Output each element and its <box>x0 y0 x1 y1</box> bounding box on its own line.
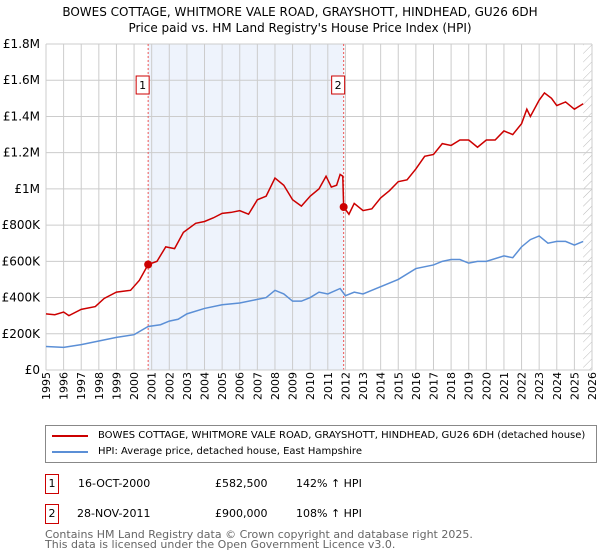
legend-red-swatch <box>52 434 88 437</box>
chart-title: BOWES COTTAGE, WHITMORE VALE ROAD, GRAYS… <box>62 5 538 19</box>
footer-line2: This data is licensed under the Open Gov… <box>45 538 396 551</box>
y-tick-label: £400K <box>2 291 42 305</box>
sale-point <box>144 260 153 269</box>
x-tick-label: 2016 <box>410 372 423 400</box>
sale-date: 16-OCT-2000 <box>78 477 151 490</box>
y-tick-label: £1.8M <box>3 37 40 51</box>
y-tick-label: £1.2M <box>3 146 40 160</box>
x-tick-label: 1996 <box>58 372 71 400</box>
property-price-line <box>45 91 584 317</box>
x-tick-label: 1998 <box>93 372 106 400</box>
sale-price: £582,500 <box>215 477 268 490</box>
legend: BOWES COTTAGE, WHITMORE VALE ROAD, GRAYS… <box>45 425 597 463</box>
sale-badge: 2 <box>45 504 59 524</box>
footer-line1: Contains HM Land Registry data © Crown c… <box>45 528 473 541</box>
x-tick-label: 2017 <box>427 372 440 400</box>
sale-price: £900,000 <box>215 507 268 520</box>
x-tick-label: 2025 <box>568 372 581 400</box>
x-tick-label: 2020 <box>480 372 493 400</box>
x-tick-label: 2018 <box>445 372 458 400</box>
y-tick-label: £200K <box>2 327 42 341</box>
x-tick-label: 2003 <box>181 372 194 400</box>
x-tick-label: 2006 <box>234 372 247 400</box>
y-tick-label: £1M <box>14 182 40 196</box>
chart-subtitle: Price paid vs. HM Land Registry's House … <box>128 21 472 35</box>
x-tick-label: 2008 <box>269 372 282 400</box>
sale-label-box <box>331 75 346 95</box>
x-tick-label: 2010 <box>304 372 317 400</box>
x-tick-label: 1997 <box>75 372 88 400</box>
x-tick-label: 2005 <box>216 372 229 400</box>
x-tick-label: 2001 <box>146 372 159 400</box>
x-tick-label: 1995 <box>40 372 53 400</box>
legend-blue-swatch <box>52 450 88 453</box>
sale-badge: 1 <box>45 474 59 494</box>
x-tick-label: 2013 <box>357 372 370 400</box>
sale-date: 28-NOV-2011 <box>77 507 151 520</box>
y-tick-label: £0 <box>25 363 40 377</box>
forecast-hatch <box>583 44 592 370</box>
x-tick-label: 2023 <box>533 372 546 400</box>
x-tick-label: 2022 <box>516 372 529 400</box>
x-tick-label: 2002 <box>163 372 176 400</box>
x-tick-label: 2011 <box>322 372 335 400</box>
legend-property: BOWES COTTAGE, WHITMORE VALE ROAD, GRAYS… <box>98 430 586 441</box>
x-tick-label: 2024 <box>551 372 564 400</box>
shaded-period <box>148 44 344 370</box>
x-tick-label: 1999 <box>110 372 123 400</box>
x-tick-label: 2015 <box>392 372 405 400</box>
y-tick-label: £1.6M <box>3 73 40 87</box>
sale-point <box>339 203 348 211</box>
legend-hpi: HPI: Average price, detached house, East… <box>98 446 362 457</box>
y-tick-label: £800K <box>2 218 42 232</box>
x-tick-label: 2012 <box>339 372 352 400</box>
y-tick-label: £600K <box>2 254 42 268</box>
x-tick-label: 2009 <box>287 372 300 400</box>
sale-label: 1 <box>139 79 146 92</box>
sale-hpi: 142% ↑ HPI <box>296 477 362 490</box>
x-tick-label: 2021 <box>498 372 511 400</box>
x-tick-label: 2000 <box>128 372 141 400</box>
x-tick-label: 2004 <box>199 372 212 400</box>
price-chart: 1995 1996 1997 1998 1999 2000 2001 2002 2003 2004… <box>2 37 599 400</box>
footer: Contains HM Land Registry data © Crown c… <box>45 528 473 551</box>
hpi-line <box>45 235 584 349</box>
x-tick-label: 2007 <box>251 372 264 400</box>
x-tick-label: 2014 <box>375 372 388 400</box>
y-tick-label: £1.4M <box>3 109 40 123</box>
sale-hpi: 108% ↑ HPI <box>296 507 362 520</box>
x-tick-label: 2026 <box>586 372 599 400</box>
sale-label: 2 <box>335 79 342 92</box>
x-tick-label: 2019 <box>463 372 476 400</box>
sale-label-box <box>135 75 150 95</box>
